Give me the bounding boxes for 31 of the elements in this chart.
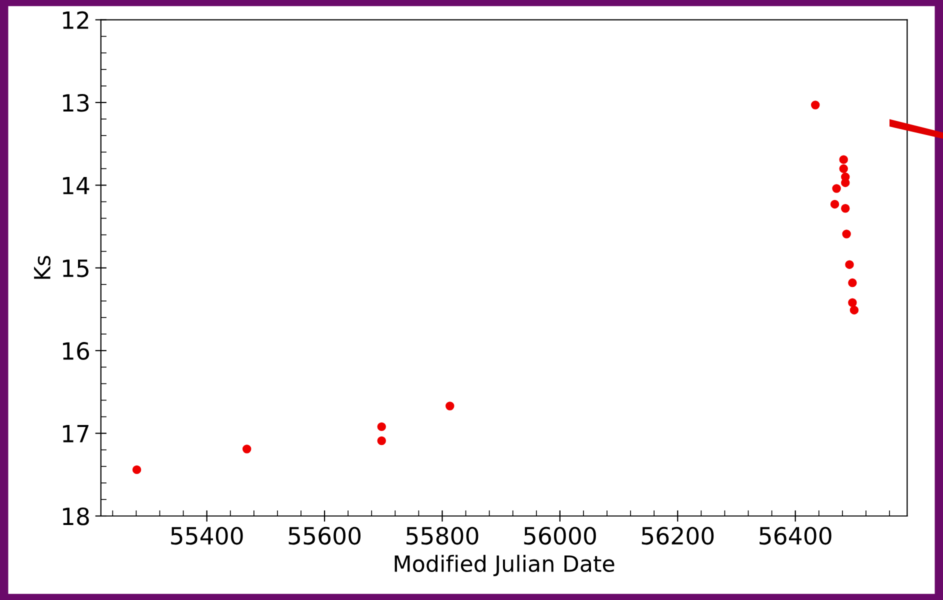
- point: [839, 164, 848, 174]
- x-tick-label: 55400: [171, 526, 243, 545]
- x-tick-label: 56000: [524, 526, 596, 545]
- y-tick-label: 16: [63, 342, 89, 360]
- x-tick-label: 55600: [288, 526, 361, 545]
- point: [242, 444, 252, 454]
- point: [830, 200, 840, 209]
- y-axis-title: Ks: [34, 256, 51, 279]
- x-tick-label: 56200: [642, 526, 714, 545]
- point: [132, 465, 142, 474]
- point: [377, 422, 386, 432]
- point: [839, 155, 848, 164]
- point: [377, 436, 386, 446]
- y-tick-label: 15: [63, 260, 88, 278]
- point: [848, 298, 857, 308]
- point: [832, 184, 841, 193]
- x-tick-label: 55800: [406, 526, 478, 545]
- point: [841, 204, 850, 213]
- y-tick-label: 13: [63, 94, 89, 112]
- y-tick-label: 12: [63, 11, 88, 29]
- y-tick-label: 14: [63, 176, 90, 194]
- point: [848, 278, 857, 288]
- y-tick-label: 18: [63, 507, 89, 526]
- point: [850, 306, 859, 314]
- point: [810, 100, 820, 110]
- y-tick-label: 17: [63, 425, 88, 442]
- x-axis-title: Modified Julian Date: [394, 554, 614, 576]
- point: [842, 230, 851, 238]
- x-tick-label: 56400: [760, 526, 832, 545]
- point: [446, 402, 454, 410]
- point: [845, 260, 854, 269]
